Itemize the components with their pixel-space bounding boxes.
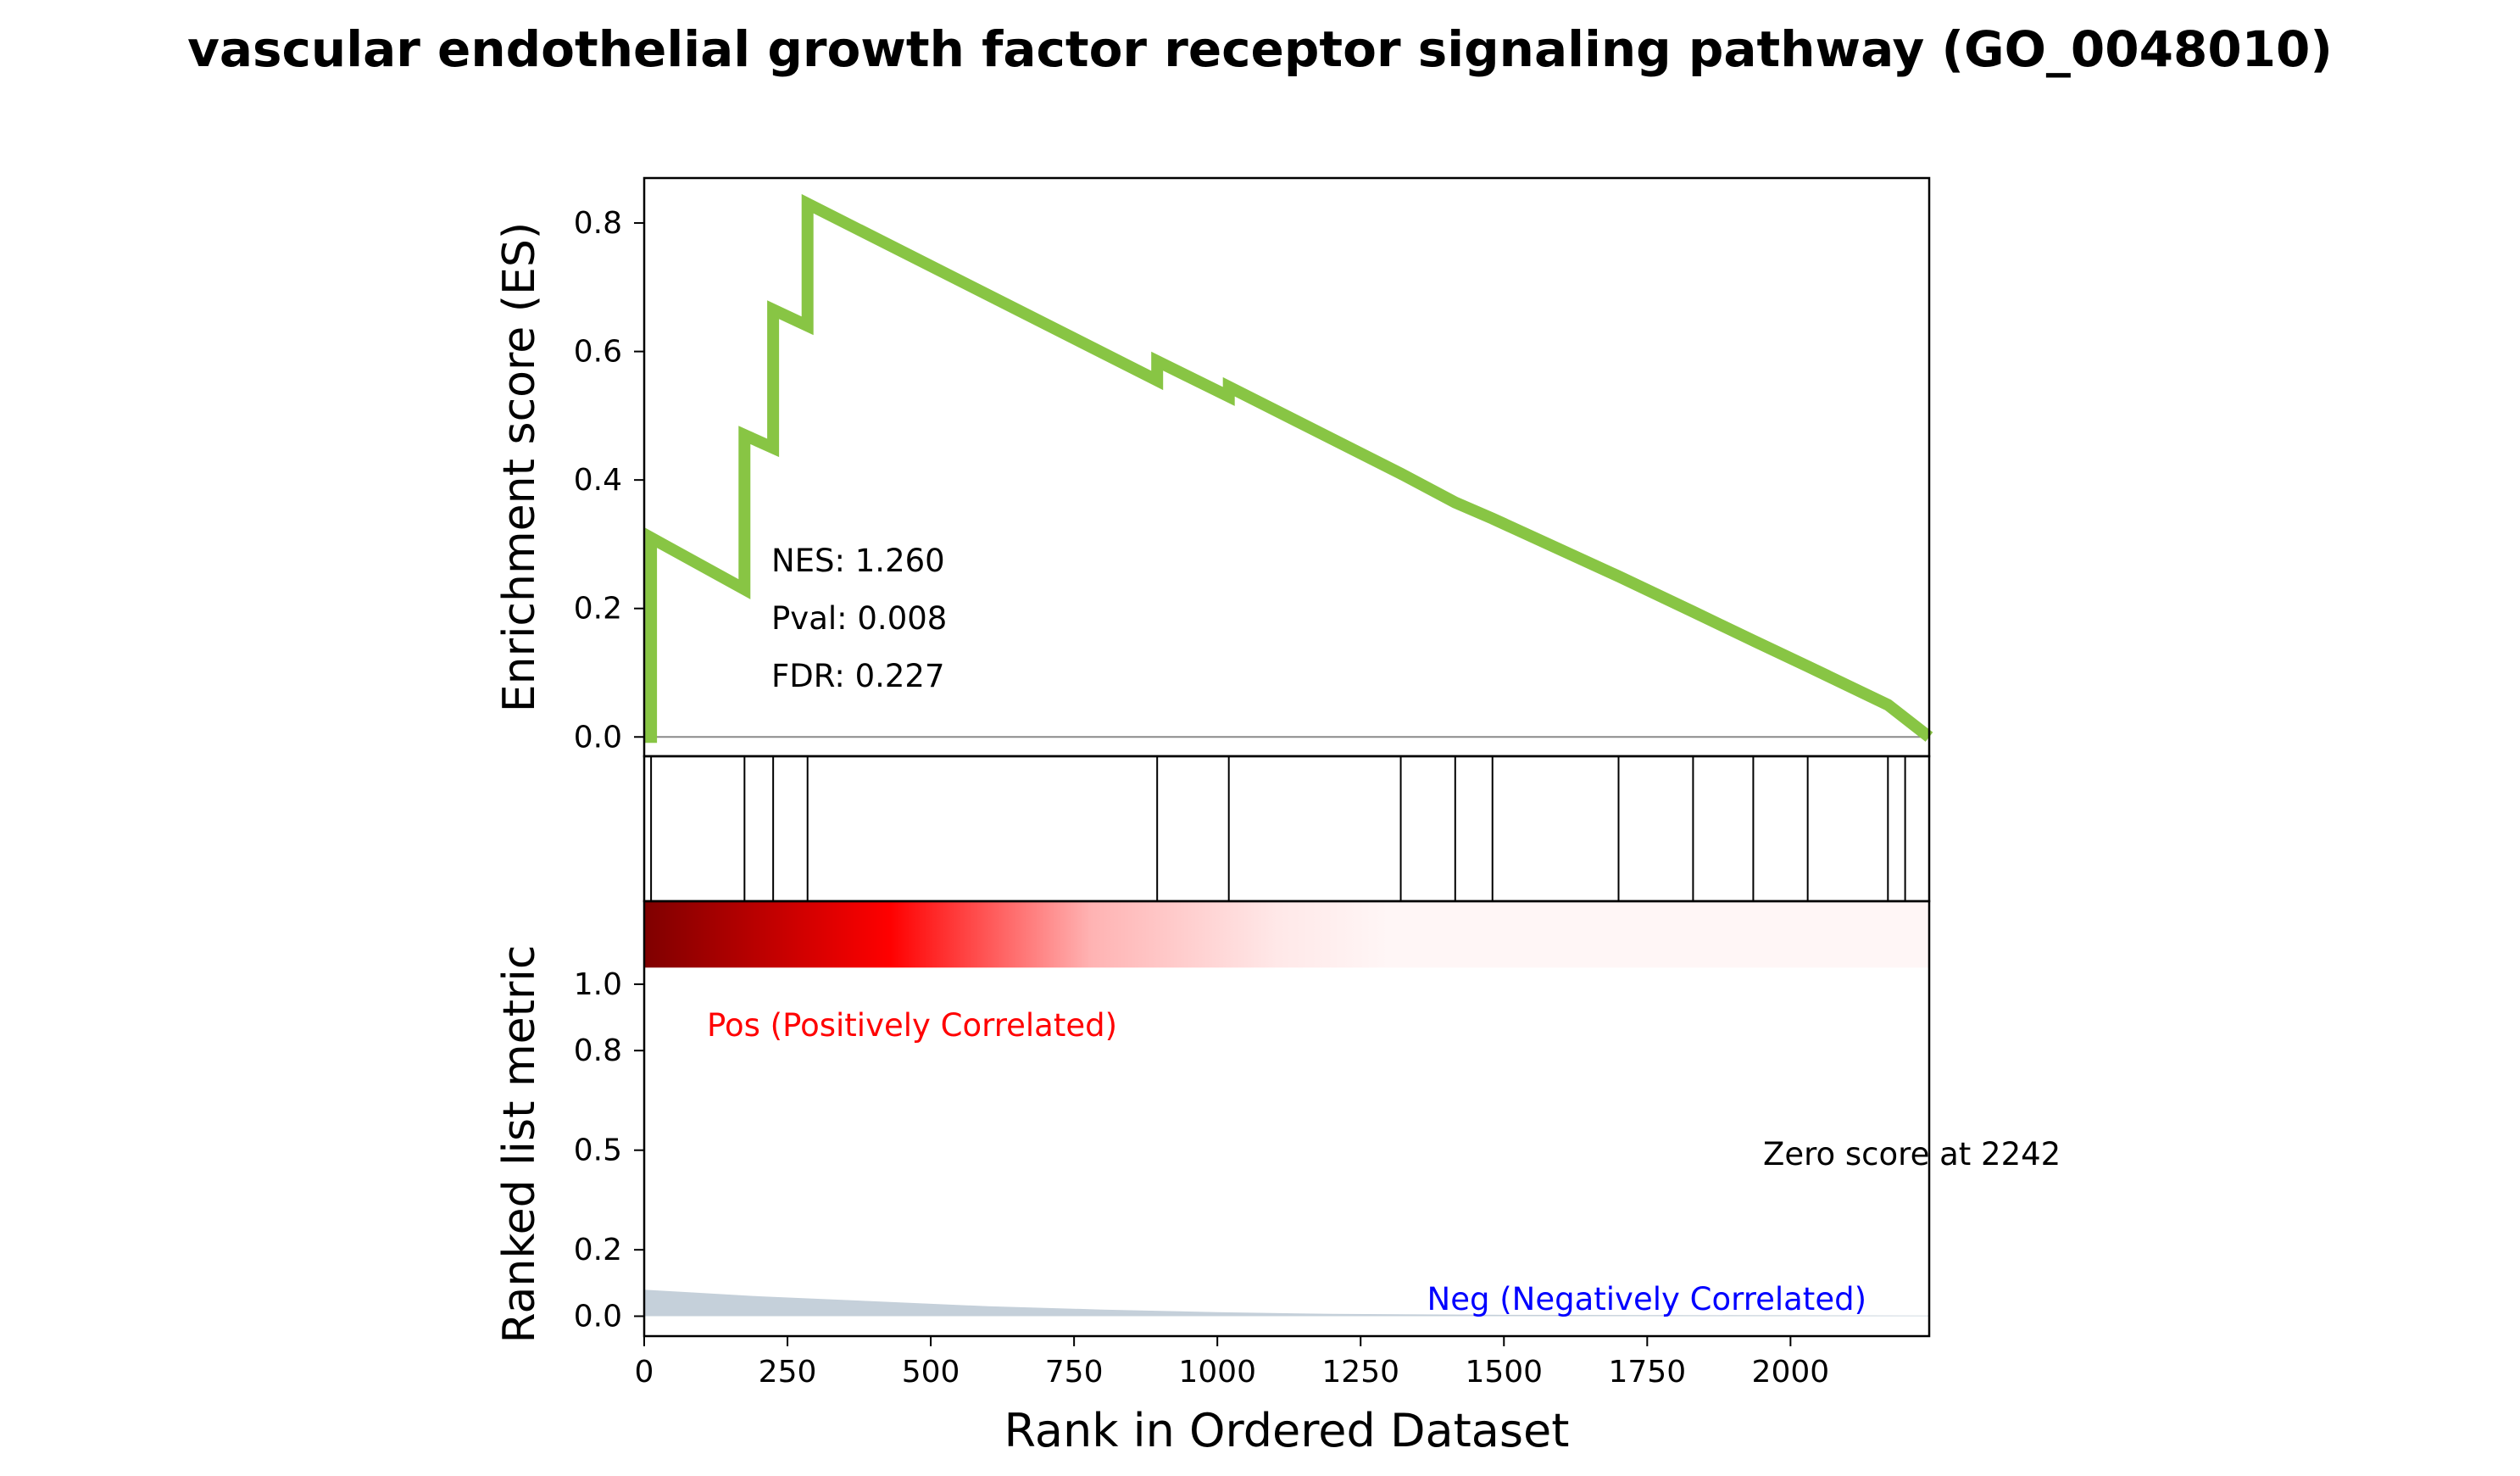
stat-annotation: Pval: 0.008 (771, 600, 947, 637)
stat-annotation: FDR: 0.227 (771, 658, 945, 694)
stat-annotation: NES: 1.260 (771, 543, 945, 579)
xtick-label: 1750 (1609, 1355, 1687, 1390)
es-ytick-label: 0.8 (574, 206, 622, 241)
xtick-label: 500 (902, 1355, 960, 1390)
es-ytick-label: 0.2 (574, 592, 622, 627)
es-ytick-label: 0.4 (574, 463, 622, 498)
xtick-label: 2000 (1752, 1355, 1830, 1390)
es-ytick-label: 0.0 (574, 720, 622, 755)
xtick-label: 0 (635, 1355, 654, 1390)
es-line (644, 193, 1933, 744)
axes-frames (643, 176, 1931, 1338)
metric-ytick-label: 0.2 (574, 1233, 622, 1267)
metric-ytick-label: 1.0 (574, 967, 622, 1002)
metric-ylabel: Ranked list metric (494, 945, 545, 1344)
metric-ytick-label: 0.8 (574, 1033, 622, 1068)
correlation-heatmap-band (644, 901, 1929, 968)
xtick-label: 750 (1045, 1355, 1104, 1390)
pos-label: Pos (Positively Correlated) (707, 1007, 1117, 1044)
ranked-metric-area (644, 1289, 1929, 1317)
neg-label: Neg (Negatively Correlated) (1427, 1281, 1866, 1317)
chart-title: vascular endothelial growth factor recep… (187, 20, 2333, 78)
xtick-label: 1250 (1321, 1355, 1399, 1390)
ranked-metric-panel: 0.0 0.2 0.5 0.8 1.0 0 250 500 750 1000 1250 1500 175… (494, 901, 2061, 1457)
metric-ytick-label: 0.5 (574, 1133, 622, 1168)
xtick-label: 1000 (1178, 1355, 1256, 1390)
gene-hits-panel (650, 756, 1906, 901)
hits-axes-frame (643, 755, 1931, 903)
xtick-label: 250 (759, 1355, 817, 1390)
xtick-label: 1500 (1465, 1355, 1543, 1390)
es-ylabel: Enrichment score (ES) (494, 222, 545, 712)
xlabel: Rank in Ordered Dataset (1004, 1404, 1570, 1457)
enrichment-score-panel: 0.0 0.2 0.4 0.6 0.8 Enrichment score (ES) NES:… (494, 193, 1933, 755)
metric-axes-frame (643, 900, 1931, 1338)
metric-ytick-label: 0.0 (574, 1300, 622, 1334)
zero-score-label: Zero score at 2242 (1763, 1136, 2061, 1172)
es-ytick-label: 0.6 (574, 335, 622, 370)
